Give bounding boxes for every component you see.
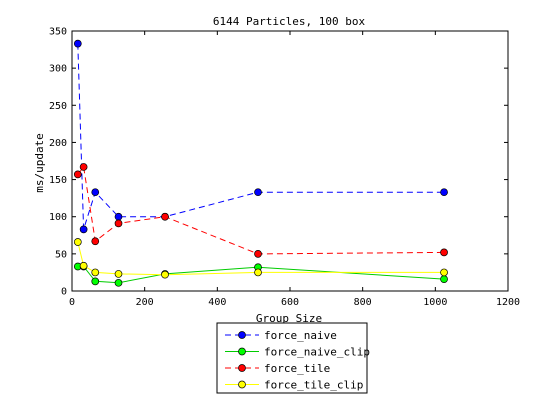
data-point-force_tile xyxy=(254,250,262,258)
legend-marker-force_tile xyxy=(238,364,246,372)
data-point-force_naive xyxy=(73,39,82,48)
y-tick-label: 200 xyxy=(49,138,67,149)
chart-title: 6144 Particles, 100 box xyxy=(213,15,366,28)
data-point-force_naive xyxy=(91,188,100,197)
data-point-force_naive_clip xyxy=(91,277,100,286)
y-tick-label: 350 xyxy=(49,27,67,38)
x-tick-label: 600 xyxy=(281,297,299,308)
data-point-force_tile_clip xyxy=(114,270,123,278)
x-axis-title: Group Size xyxy=(256,312,322,325)
legend-marker-force_naive xyxy=(238,331,246,339)
data-point-force_naive_clip xyxy=(114,278,123,287)
data-point-force_tile xyxy=(440,248,448,257)
data-point-force_naive_clip xyxy=(440,275,448,283)
y-tick-label: 250 xyxy=(49,101,67,112)
data-point-force_naive xyxy=(254,188,262,197)
y-axis-title: ms/update xyxy=(33,133,46,193)
data-point-force_tile xyxy=(79,163,88,171)
data-point-force_naive xyxy=(440,188,448,197)
data-point-force_tile_clip xyxy=(91,268,100,277)
data-point-force_tile xyxy=(73,170,82,179)
legend-marker-force_naive_clip xyxy=(238,347,246,356)
legend-label-force_naive: force_naive xyxy=(264,329,337,342)
plot-frame xyxy=(71,30,509,292)
legend-marker-force_tile_clip xyxy=(238,380,246,389)
y-tick-label: 300 xyxy=(49,64,67,75)
data-point-force_tile xyxy=(114,219,123,228)
legend-label-force_tile_clip: force_tile_clip xyxy=(264,379,363,392)
data-point-force_tile_clip xyxy=(440,268,448,277)
x-tick-label: 400 xyxy=(208,297,226,308)
legend: force_naive force_naive_clip force_tilefor… xyxy=(216,322,370,394)
legend-label-force_naive_clip: force_naive_clip xyxy=(264,346,370,359)
y-tick-label: 150 xyxy=(49,175,67,186)
legend-label-force_tile: force_tile xyxy=(264,362,330,375)
data-point-force_tile_clip xyxy=(161,270,169,279)
x-tick-label: 1000 xyxy=(423,297,447,308)
x-tick-label: 1200 xyxy=(496,297,520,308)
data-point-force_tile_clip xyxy=(254,268,262,277)
data-point-force_tile_clip xyxy=(79,261,88,270)
data-point-force_tile xyxy=(161,212,169,221)
data-point-force_tile xyxy=(91,237,100,246)
y-tick-label: 100 xyxy=(49,212,67,223)
x-tick-label: 200 xyxy=(136,297,154,308)
y-tick-label: 50 xyxy=(55,249,67,260)
data-point-force_naive xyxy=(79,225,88,234)
y-tick-label: 0 xyxy=(61,287,67,298)
plot-area: 0 200 400 600 800 1000 1200 0 50 100 150 200 250 300 3… xyxy=(49,27,520,309)
x-tick-label: 800 xyxy=(354,297,372,308)
data-point-force_tile_clip xyxy=(73,238,82,246)
data-point-force_naive xyxy=(114,212,123,221)
x-tick-label: 0 xyxy=(69,297,75,308)
